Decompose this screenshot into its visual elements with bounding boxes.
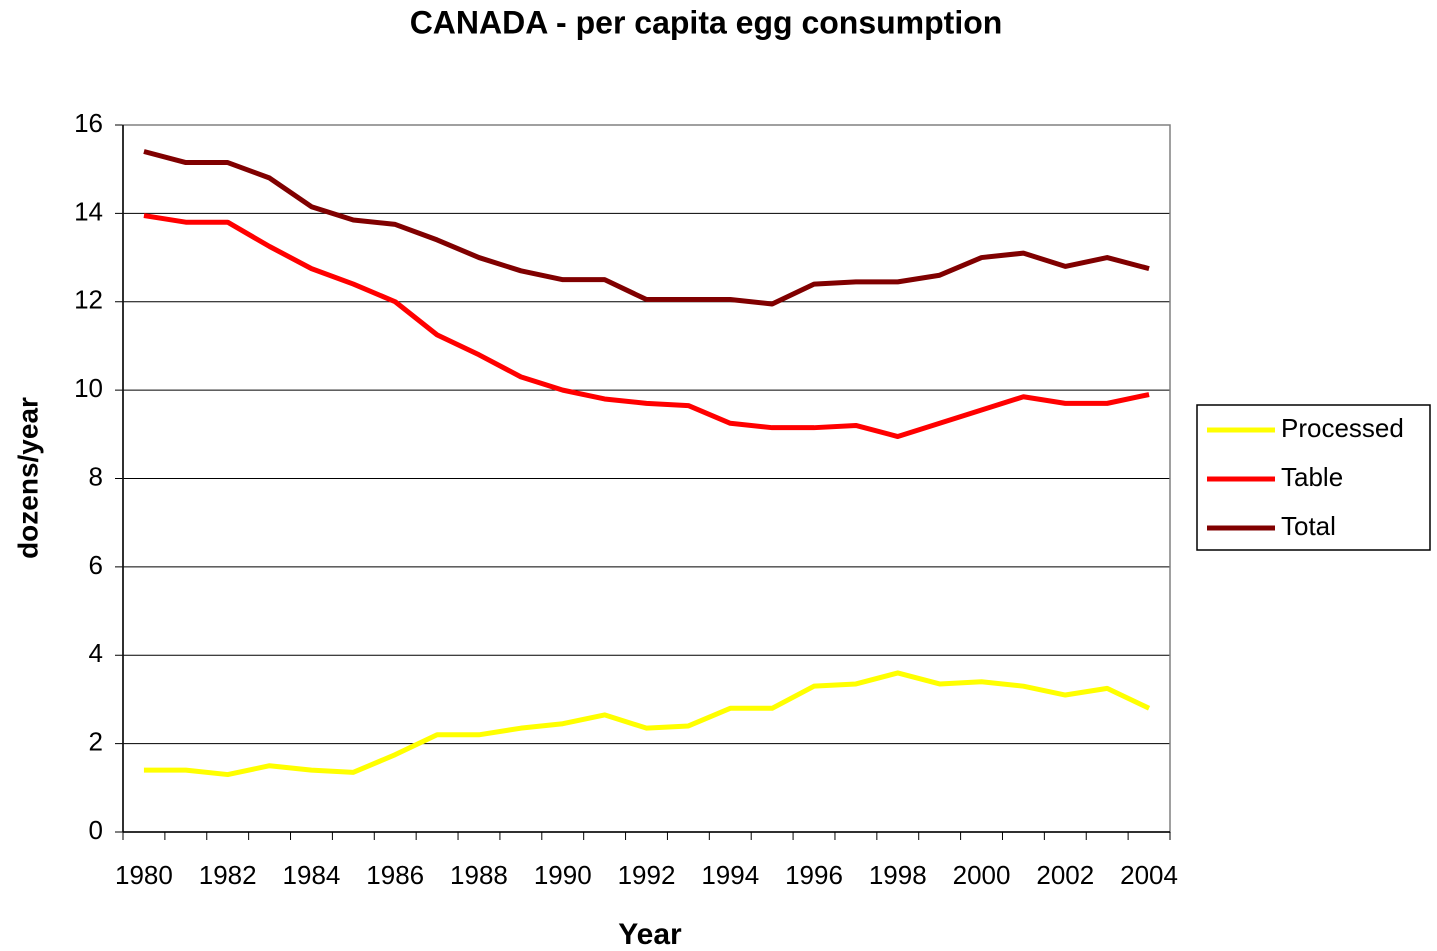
y-tick-label: 12 — [74, 285, 103, 315]
x-tick-label: 1986 — [366, 860, 424, 890]
x-tick-label: 2000 — [953, 860, 1011, 890]
y-tick-label: 8 — [89, 461, 103, 491]
x-tick-label: 1988 — [450, 860, 508, 890]
y-tick-label: 2 — [89, 727, 103, 757]
x-tick-label: 1998 — [869, 860, 927, 890]
x-tick-label: 1982 — [199, 860, 257, 890]
x-tick-label: 1994 — [701, 860, 759, 890]
x-tick-label: 1992 — [618, 860, 676, 890]
legend-label: Total — [1281, 511, 1336, 541]
y-tick-label: 0 — [89, 815, 103, 845]
x-tick-label: 2002 — [1036, 860, 1094, 890]
series-line — [143, 670, 1151, 778]
x-tick-label: 1984 — [283, 860, 341, 890]
legend-label: Table — [1281, 462, 1343, 492]
y-tick-label: 6 — [89, 550, 103, 580]
y-tick-label: 10 — [74, 373, 103, 403]
y-tick-label: 16 — [74, 108, 103, 138]
series-line — [143, 149, 1150, 307]
y-tick-label: 14 — [74, 196, 103, 226]
x-tick-label: 1990 — [534, 860, 592, 890]
chart-title: CANADA - per capita egg consumption — [410, 4, 1003, 40]
x-tick-label: 1980 — [115, 860, 173, 890]
series-line — [143, 213, 1150, 440]
x-axis-title: Year — [618, 918, 682, 951]
legend-label: Processed — [1281, 413, 1404, 443]
y-axis-title: dozens/year — [12, 397, 43, 559]
x-tick-label: 2004 — [1120, 860, 1178, 890]
y-tick-label: 4 — [89, 638, 103, 668]
x-tick-label: 1996 — [785, 860, 843, 890]
